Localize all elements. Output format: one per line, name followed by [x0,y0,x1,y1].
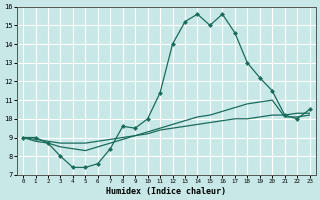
X-axis label: Humidex (Indice chaleur): Humidex (Indice chaleur) [106,187,226,196]
